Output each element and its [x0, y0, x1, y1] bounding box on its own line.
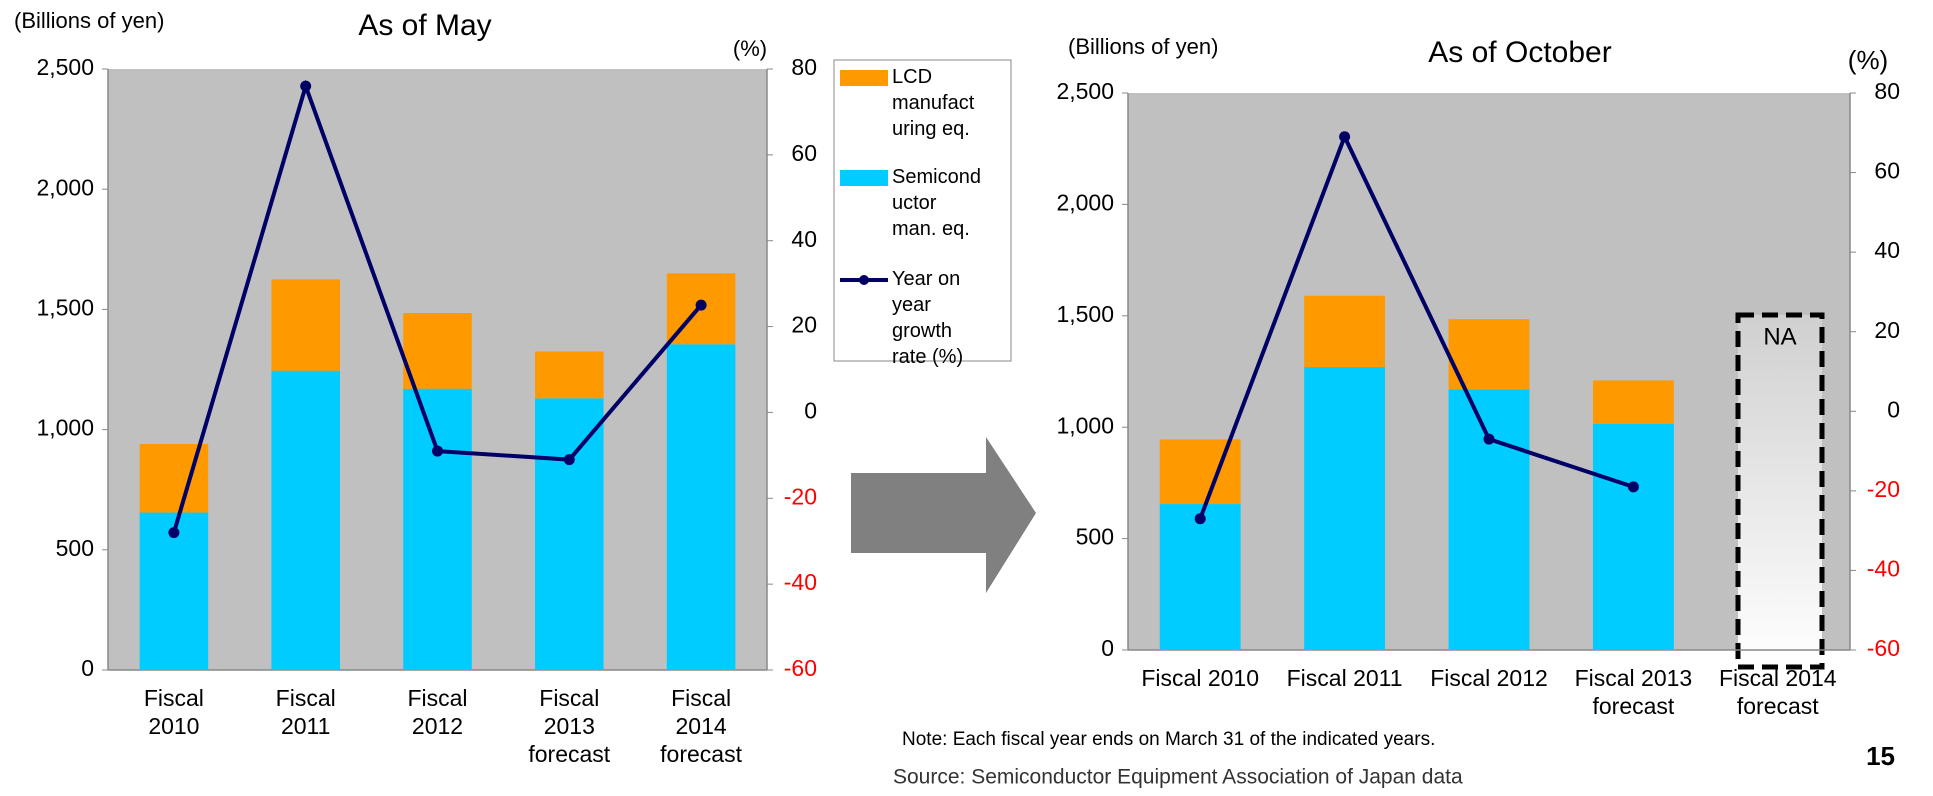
y-tick-label: 0: [1101, 635, 1114, 661]
bar-segment: [271, 279, 340, 371]
legend-swatch: [840, 170, 888, 186]
x-tick-label: Fiscal 2011: [276, 685, 336, 739]
y2-tick-label: 20: [1874, 317, 1900, 343]
bar-segment: [403, 313, 472, 389]
growth-marker: [432, 445, 443, 457]
bar-segment: [1304, 367, 1386, 650]
x-tick-label: Fiscal 2012: [1430, 665, 1548, 691]
chart-title: As of October: [1428, 36, 1611, 69]
y2-tick-label: -40: [1867, 556, 1900, 582]
y-tick-label: 1,500: [1056, 301, 1114, 327]
legend-label: Year on year growth rate (%): [892, 268, 963, 368]
y2-tick-label: -60: [1867, 635, 1900, 661]
bar-segment: [1592, 423, 1674, 650]
legend-label: Semicond uctor man. eq.: [892, 166, 981, 240]
y-tick-label: 2,000: [1056, 189, 1114, 215]
y-axis-label: (Billions of yen): [14, 8, 164, 33]
legend-label: LCD manufact uring eq.: [892, 66, 975, 140]
bar-segment: [1448, 319, 1530, 390]
growth-marker: [1483, 433, 1495, 445]
y2-tick-label: -60: [784, 655, 817, 681]
na-label: NA: [1763, 323, 1796, 350]
y-tick-label: 2,500: [36, 54, 94, 80]
x-tick-label: Fiscal 2011: [1287, 665, 1403, 691]
y2-tick-label: -20: [784, 483, 817, 509]
y2-axis-label: (%): [1848, 45, 1888, 75]
bar-segment: [1448, 389, 1530, 650]
x-tick-label: Fiscal 2010: [144, 685, 204, 739]
bar-segment: [1159, 504, 1241, 650]
bar-segment: [403, 388, 472, 670]
y2-tick-label: -40: [784, 569, 817, 595]
y2-tick-label: 0: [804, 398, 817, 424]
growth-marker: [1627, 481, 1639, 493]
legend-box: [833, 59, 1012, 362]
y2-tick-label: 60: [1874, 158, 1900, 184]
x-tick-label: Fiscal 2013 forecast: [1575, 665, 1693, 719]
growth-marker: [563, 454, 575, 466]
chart-title: As of May: [358, 9, 491, 42]
bar-segment: [535, 398, 604, 670]
bar-segment: [535, 351, 604, 399]
y-tick-label: 2,500: [1056, 78, 1114, 104]
y-tick-label: 500: [56, 535, 94, 561]
x-tick-label: Fiscal 2010: [1141, 665, 1259, 691]
page-number: 15: [1866, 741, 1895, 771]
y2-tick-label: 20: [791, 312, 817, 338]
growth-marker: [1339, 131, 1351, 143]
bar-segment: [1304, 295, 1386, 368]
y-tick-label: 1,000: [1056, 412, 1114, 438]
y2-axis-label: (%): [733, 36, 767, 61]
y2-tick-label: 60: [791, 140, 817, 166]
y2-tick-label: 40: [791, 226, 817, 252]
y2-tick-label: 40: [1874, 237, 1900, 263]
y-tick-label: 0: [81, 655, 94, 681]
legend-swatch-marker: [859, 275, 869, 285]
y-tick-label: 1,000: [36, 415, 94, 441]
note: Note: Each fiscal year ends on March 31 …: [902, 729, 1435, 750]
growth-marker: [300, 80, 312, 92]
na-box: [1735, 312, 1825, 670]
growth-marker: [168, 527, 180, 539]
growth-line: [1198, 131, 1635, 520]
x-tick-label: Fiscal 2014 forecast: [660, 685, 742, 767]
y2-tick-label: -20: [1867, 476, 1900, 502]
growth-marker: [695, 299, 707, 311]
x-tick-label: Fiscal 2012: [407, 685, 467, 739]
y2-tick-label: 80: [1874, 78, 1900, 104]
x-tick-label: Fiscal 2013 forecast: [528, 685, 610, 767]
arrow: [851, 437, 1036, 593]
y-tick-label: 500: [1076, 524, 1114, 550]
y-tick-label: 2,000: [36, 174, 94, 200]
x-tick-label: Fiscal 2014 forecast: [1719, 665, 1837, 719]
bar-segment: [139, 512, 209, 670]
growth-marker: [1194, 513, 1206, 525]
y-tick-label: 1,500: [36, 294, 94, 320]
source: Source: Semiconductor Equipment Associat…: [893, 766, 1463, 789]
bar-segment: [271, 370, 340, 670]
y2-tick-label: 0: [1887, 396, 1900, 422]
y2-tick-label: 80: [791, 54, 817, 80]
bar-segment: [1592, 380, 1674, 424]
bar-segment: [666, 344, 736, 670]
y-axis-label: (Billions of yen): [1068, 34, 1218, 59]
legend-swatch: [840, 70, 888, 86]
